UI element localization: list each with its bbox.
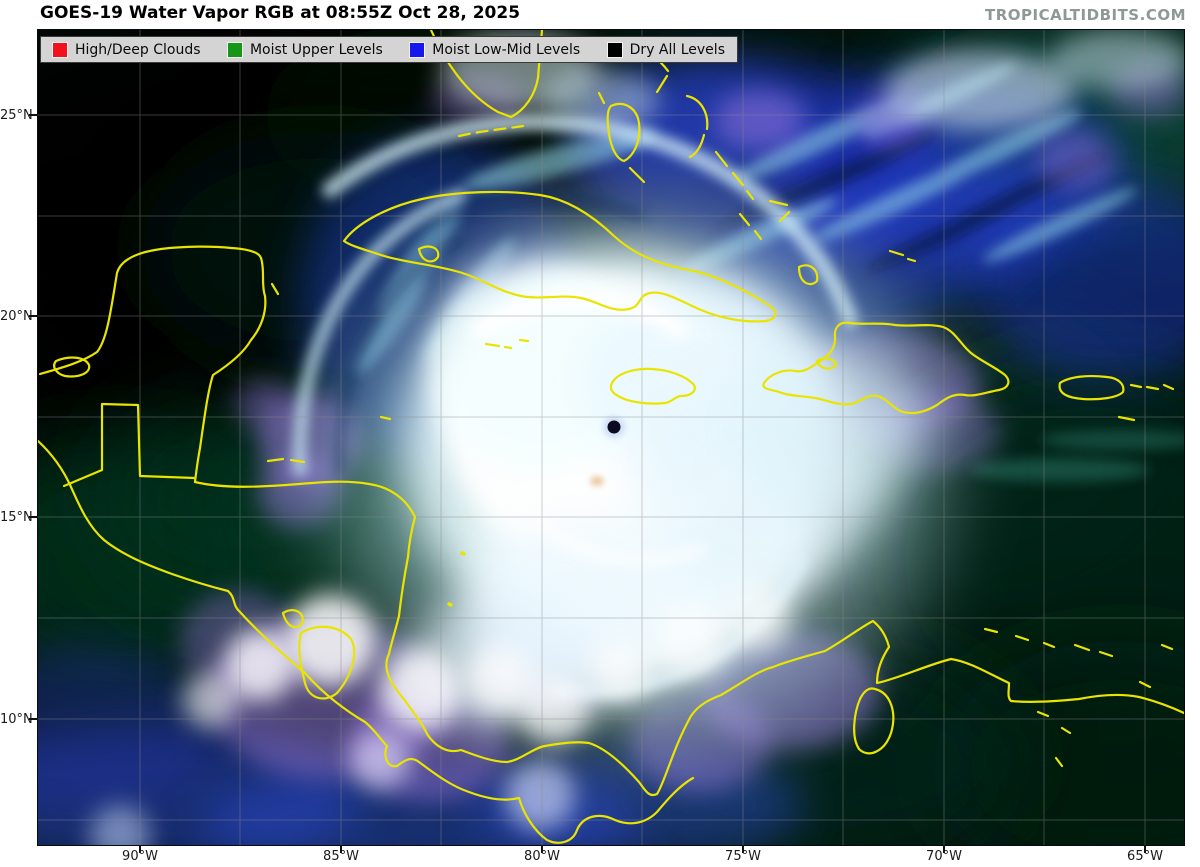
legend-label: Moist Upper Levels [249, 41, 383, 58]
lat-tick [29, 718, 38, 720]
lat-label-25n: 25°N [0, 108, 33, 123]
pacific-coastline [38, 439, 695, 844]
lon-label-80w: 80°W [524, 849, 560, 864]
legend-label: Moist Low-Mid Levels [432, 41, 581, 58]
lon-tick [742, 845, 744, 853]
isla-juventud [417, 245, 440, 263]
wv-convection-blobs [90, 30, 1184, 845]
legend-label: Dry All Levels [629, 41, 725, 58]
legend-item-dry: Dry All Levels [607, 41, 725, 58]
lat-label-15n: 15°N [0, 510, 33, 525]
legend-bar: High/Deep Clouds Moist Upper Levels Mois… [40, 36, 738, 63]
green-swatch-icon [227, 42, 242, 57]
lon-label-90w: 90°W [122, 849, 158, 864]
lat-label-10n: 10°N [0, 712, 33, 727]
lon-tick [340, 845, 342, 853]
lon-tick [1144, 845, 1146, 853]
lon-tick [541, 845, 543, 853]
cuba-coastline [342, 190, 777, 323]
lon-label-85w: 85°W [323, 849, 359, 864]
satellite-map-frame [37, 29, 1185, 846]
leeward-antilles-islands [983, 627, 1174, 768]
legend-item-moist-lowmid: Moist Low-Mid Levels [410, 42, 580, 58]
lat-label-20n: 20°N [0, 309, 33, 324]
blue-swatch-icon [410, 42, 425, 57]
yucatan-coastline [38, 245, 267, 484]
header-bar: GOES-19 Water Vapor RGB at 08:55Z Oct 28… [0, 0, 1200, 30]
gonave-island [815, 357, 838, 370]
hurricane-cloud-shield [335, 195, 945, 745]
providencia-san-andres [447, 551, 466, 607]
terminos-lagoon [53, 356, 91, 378]
lon-tick [139, 845, 141, 853]
lat-tick [29, 516, 38, 518]
lon-label-75w: 75°W [725, 849, 761, 864]
coastlines [38, 30, 1184, 844]
nicaragua-lakes [281, 609, 356, 700]
hurricane-eye [590, 416, 625, 486]
satellite-map [38, 30, 1184, 845]
cayman-islands [484, 338, 530, 350]
legend-label: High/Deep Clouds [75, 41, 201, 58]
bay-islands [266, 457, 306, 464]
legend-item-high-deep-clouds: High/Deep Clouds [53, 42, 201, 58]
hispaniola-coastline [762, 321, 1010, 415]
guatemala-border [62, 402, 197, 488]
caribbean-coastline [193, 480, 1184, 797]
lat-tick [29, 315, 38, 317]
page-title: GOES-19 Water Vapor RGB at 08:55Z Oct 28… [40, 3, 521, 23]
florida-keys [457, 124, 525, 138]
lon-label-70w: 70°W [926, 849, 962, 864]
red-swatch-icon [53, 42, 67, 57]
lake-maracaibo [853, 687, 895, 755]
lat-tick [29, 114, 38, 116]
legend-item-moist-upper: Moist Upper Levels [227, 41, 383, 58]
jamaica-coastline [609, 367, 696, 405]
black-swatch-icon [607, 42, 622, 57]
virgin-islands [1117, 383, 1175, 422]
lon-tick [943, 845, 945, 853]
site-watermark: TROPICALTIDBITS.COM [985, 6, 1186, 24]
puerto-rico-coastline [1058, 375, 1125, 401]
swan-island [379, 415, 392, 421]
cozumel-island [270, 282, 280, 296]
lon-label-65w: 65°W [1127, 849, 1163, 864]
